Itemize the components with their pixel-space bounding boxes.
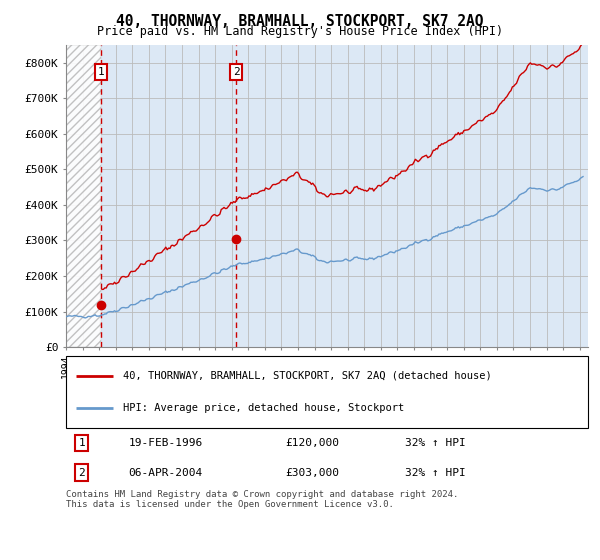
Text: 1: 1 — [78, 438, 85, 448]
Text: £303,000: £303,000 — [285, 468, 339, 478]
Text: £120,000: £120,000 — [285, 438, 339, 448]
Text: Price paid vs. HM Land Registry's House Price Index (HPI): Price paid vs. HM Land Registry's House … — [97, 25, 503, 38]
FancyBboxPatch shape — [66, 356, 588, 428]
Text: 32% ↑ HPI: 32% ↑ HPI — [406, 438, 466, 448]
Text: 40, THORNWAY, BRAMHALL, STOCKPORT, SK7 2AQ (detached house): 40, THORNWAY, BRAMHALL, STOCKPORT, SK7 2… — [124, 371, 492, 381]
Text: 1: 1 — [98, 67, 104, 77]
Text: Contains HM Land Registry data © Crown copyright and database right 2024.
This d: Contains HM Land Registry data © Crown c… — [66, 490, 458, 510]
Bar — [66, 45, 101, 347]
Text: 2: 2 — [233, 67, 239, 77]
Text: 32% ↑ HPI: 32% ↑ HPI — [406, 468, 466, 478]
Text: 2: 2 — [78, 468, 85, 478]
Text: HPI: Average price, detached house, Stockport: HPI: Average price, detached house, Stoc… — [124, 403, 404, 413]
Text: 19-FEB-1996: 19-FEB-1996 — [128, 438, 203, 448]
Text: 40, THORNWAY, BRAMHALL, STOCKPORT, SK7 2AQ: 40, THORNWAY, BRAMHALL, STOCKPORT, SK7 2… — [116, 14, 484, 29]
Text: 06-APR-2004: 06-APR-2004 — [128, 468, 203, 478]
